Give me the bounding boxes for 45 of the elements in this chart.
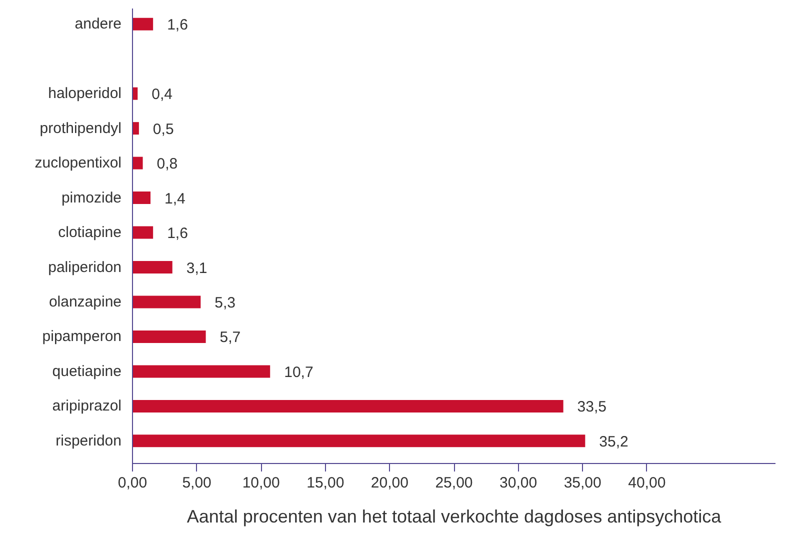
x-tick-label: 5,00 (182, 474, 212, 492)
x-tick-label: 25,00 (435, 474, 473, 492)
y-tick-label: pimozide (61, 189, 122, 206)
y-tick-label: quetiapine (52, 362, 122, 380)
bar (132, 122, 139, 135)
data-label: 10,7 (284, 364, 314, 381)
bar (132, 365, 270, 378)
bar (132, 261, 172, 274)
bar (132, 226, 154, 239)
bar (132, 296, 201, 308)
x-tick-label: 40,00 (628, 474, 666, 492)
bar (132, 192, 151, 204)
data-label: 33,5 (577, 398, 607, 416)
x-tick-label: 30,00 (500, 474, 538, 492)
y-tick-label: olanzapine (48, 293, 122, 310)
x-tick-label: 10,00 (242, 474, 280, 492)
y-tick-label: risperidon (56, 432, 122, 450)
data-label: 5,7 (220, 329, 241, 346)
y-tick-label: aripiprazol (52, 398, 122, 415)
y-tick-label: prothipendyl (40, 120, 122, 137)
x-tick-label: 0,00 (118, 474, 148, 492)
x-tick-label: 20,00 (370, 474, 408, 492)
y-tick-label: paliperidon (48, 258, 122, 276)
data-label: 1,6 (167, 16, 188, 34)
x-tick-label: 35,00 (564, 474, 602, 492)
y-tick-label: haloperidol (48, 85, 122, 102)
bar (132, 18, 154, 30)
data-label: 1,4 (164, 190, 186, 208)
data-label: 3,1 (186, 260, 208, 277)
data-label: 1,6 (167, 225, 188, 242)
data-label: 0,4 (152, 86, 173, 104)
bar (132, 400, 564, 412)
y-tick-label: pipamperon (42, 328, 122, 346)
bar (132, 330, 206, 343)
x-axis-title: Aantal procenten van het totaal verkochte dagdoses antipsychotica (186, 506, 722, 526)
data-label: 35,2 (599, 433, 628, 450)
data-label: 5,3 (214, 294, 236, 312)
bar (132, 156, 143, 170)
y-tick-label: clotiapine (58, 224, 122, 242)
bar (132, 434, 586, 448)
y-tick-label: zuclopentixol (34, 154, 122, 172)
data-label: 0,5 (152, 120, 174, 138)
x-tick-label: 15,00 (306, 474, 344, 492)
data-label: 0,8 (156, 156, 178, 173)
y-tick-label: andere (74, 16, 122, 33)
